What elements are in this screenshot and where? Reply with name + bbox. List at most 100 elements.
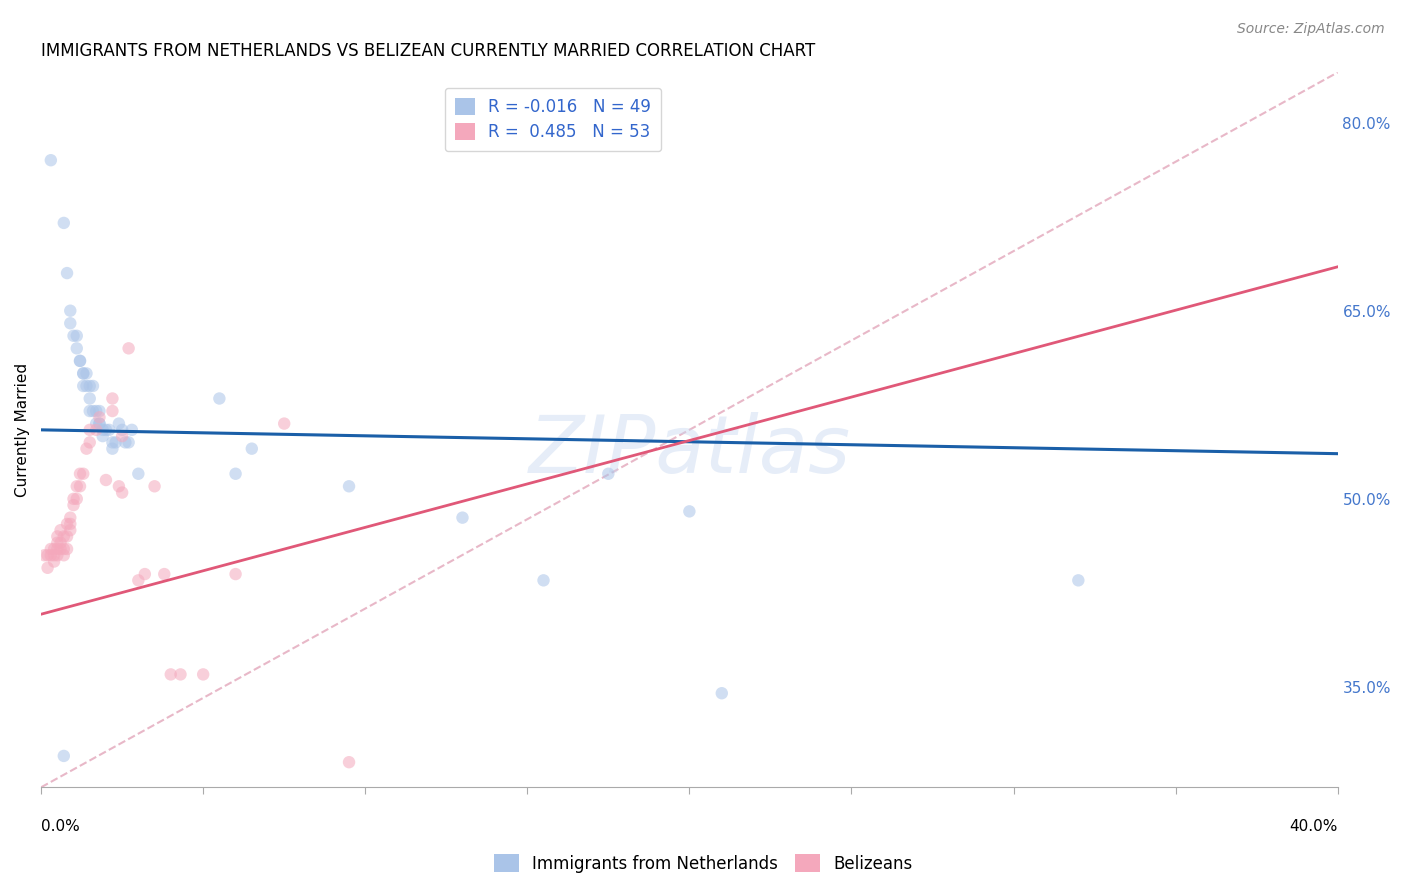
Text: 0.0%: 0.0% (41, 819, 80, 834)
Point (598, 467, 620, 481)
Point (49, 541, 72, 556)
Point (59, 316, 82, 330)
Point (62, 328, 84, 343)
Point (79, 423, 101, 437)
Point (153, 567, 176, 582)
Point (94, 473, 117, 487)
Point (111, 429, 134, 443)
Point (76, 442, 98, 456)
Point (42, 541, 65, 556)
Point (225, 467, 247, 481)
Point (46, 548, 69, 562)
Point (62, 498, 84, 512)
Point (79, 379, 101, 393)
Y-axis label: Currently Married: Currently Married (15, 363, 30, 497)
Point (34, 548, 56, 562)
Legend: R = -0.016   N = 49, R =  0.485   N = 53: R = -0.016 N = 49, R = 0.485 N = 53 (444, 88, 661, 151)
Point (89, 404, 111, 418)
Point (193, 667, 215, 681)
Point (37, 561, 59, 575)
Text: Source: ZipAtlas.com: Source: ZipAtlas.com (1237, 22, 1385, 37)
Point (84, 423, 107, 437)
Point (69, 354, 91, 368)
Point (69, 354, 91, 368)
Point (76, 379, 98, 393)
Point (46, 535, 69, 549)
Point (42, 548, 65, 562)
Point (66, 342, 89, 356)
Point (39, 541, 62, 556)
Point (52, 216, 75, 230)
Point (49, 523, 72, 537)
Point (240, 442, 263, 456)
Point (84, 404, 107, 418)
Point (46, 541, 69, 556)
Point (169, 667, 191, 681)
Point (59, 303, 82, 318)
Point (710, 686, 733, 700)
Point (1067, 574, 1090, 588)
Point (72, 367, 94, 381)
Point (42, 555, 65, 569)
Point (94, 423, 117, 437)
Point (56, 529, 79, 543)
Point (134, 567, 156, 582)
Point (208, 392, 231, 406)
Point (101, 435, 124, 450)
Point (69, 467, 91, 481)
Point (52, 529, 75, 543)
Point (91, 423, 114, 437)
Point (56, 266, 79, 280)
Point (59, 510, 82, 524)
Point (76, 367, 98, 381)
Point (678, 504, 700, 518)
Point (98, 423, 121, 437)
Point (121, 423, 143, 437)
Point (111, 485, 134, 500)
Point (117, 435, 139, 450)
Point (127, 467, 149, 481)
Point (62, 491, 84, 506)
Point (82, 379, 104, 393)
Point (72, 467, 94, 481)
Point (337, 755, 360, 769)
Point (225, 567, 247, 582)
Point (59, 516, 82, 531)
Point (273, 417, 295, 431)
Point (37, 548, 59, 562)
Point (56, 541, 79, 556)
Point (66, 491, 89, 506)
Point (91, 429, 114, 443)
Point (117, 342, 139, 356)
Point (72, 367, 94, 381)
Point (82, 404, 104, 418)
Point (72, 379, 94, 393)
Legend: Immigrants from Netherlands, Belizeans: Immigrants from Netherlands, Belizeans (486, 847, 920, 880)
Point (79, 435, 101, 450)
Point (89, 417, 111, 431)
Point (101, 392, 124, 406)
Point (66, 328, 89, 343)
Point (111, 423, 134, 437)
Point (127, 574, 149, 588)
Point (39, 548, 62, 562)
Point (79, 404, 101, 418)
Point (159, 667, 181, 681)
Point (104, 435, 127, 450)
Point (108, 479, 131, 493)
Point (451, 510, 474, 524)
Point (337, 479, 360, 493)
Point (101, 404, 124, 418)
Point (56, 516, 79, 531)
Text: 40.0%: 40.0% (1289, 819, 1337, 834)
Text: ZIPatlas: ZIPatlas (529, 412, 851, 491)
Point (52, 548, 75, 562)
Point (533, 574, 555, 588)
Point (89, 410, 111, 425)
Text: IMMIGRANTS FROM NETHERLANDS VS BELIZEAN CURRENTLY MARRIED CORRELATION CHART: IMMIGRANTS FROM NETHERLANDS VS BELIZEAN … (41, 42, 815, 60)
Point (114, 435, 136, 450)
Point (46, 529, 69, 543)
Point (52, 541, 75, 556)
Point (84, 417, 107, 431)
Point (79, 392, 101, 406)
